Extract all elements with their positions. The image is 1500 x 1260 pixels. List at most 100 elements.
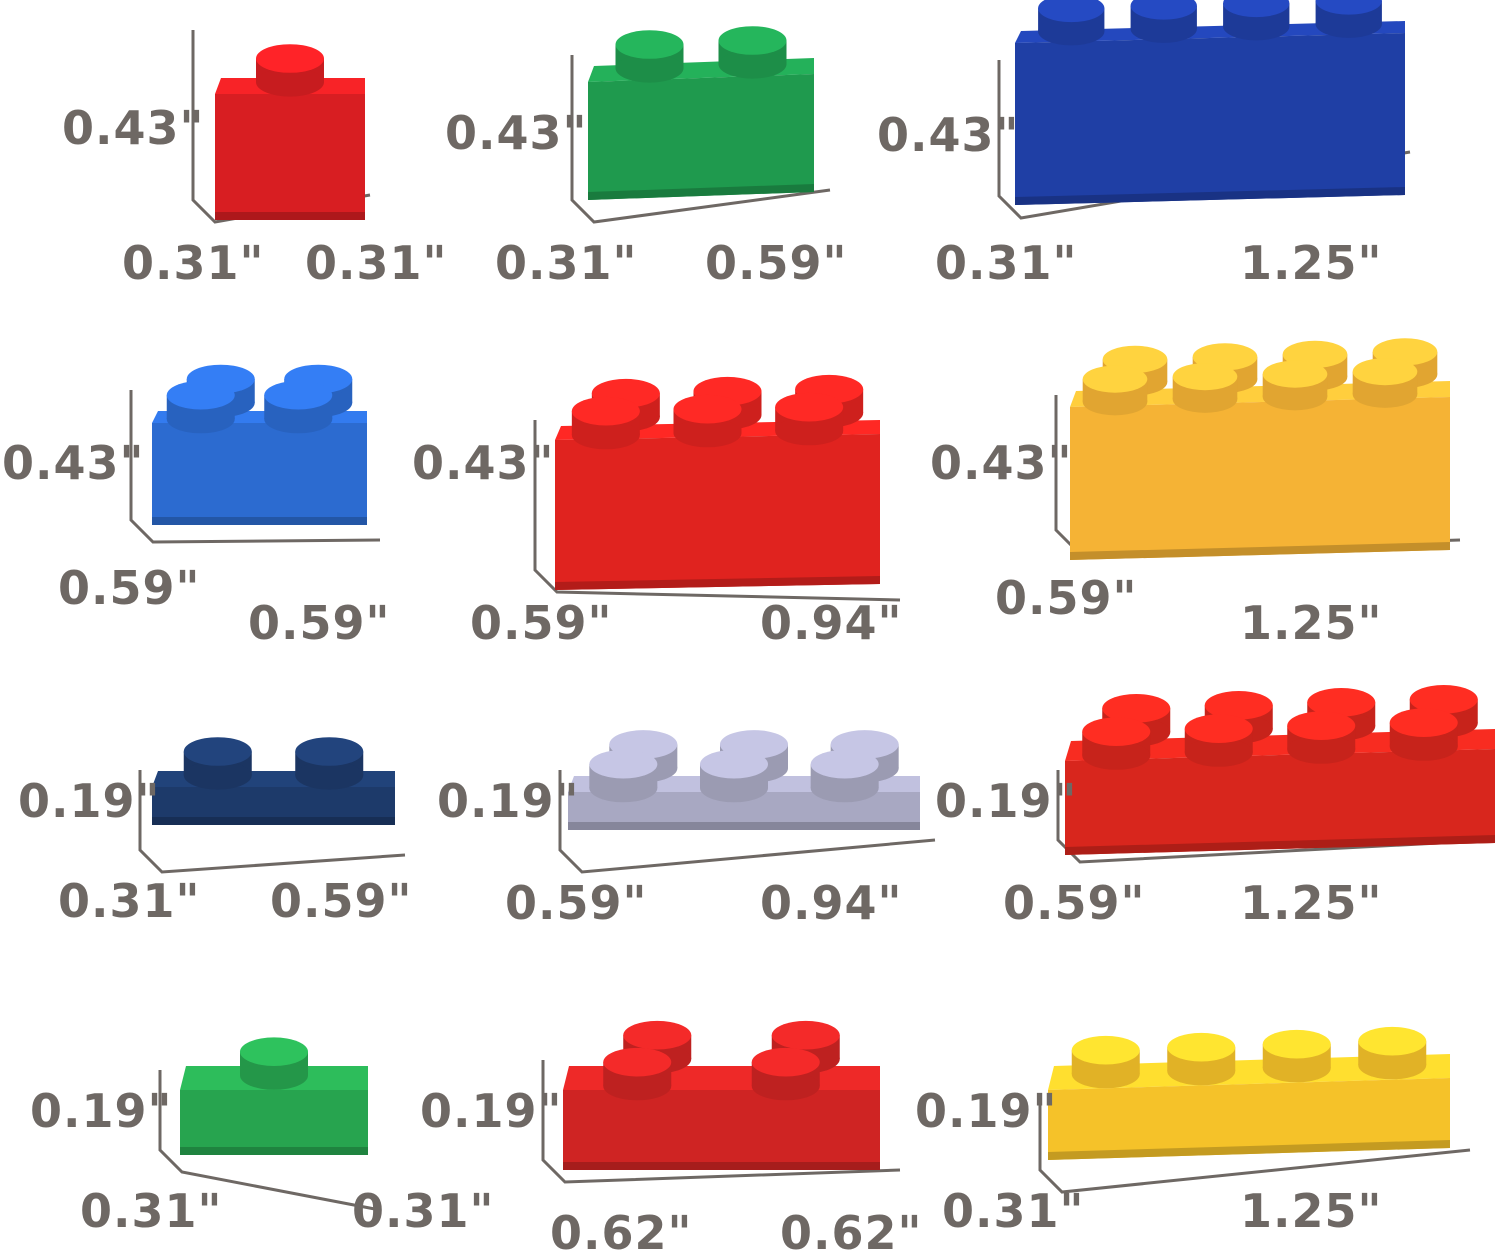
stud-top [1315,0,1382,15]
stud-top [1409,685,1478,714]
plate-2x4-red [1056,685,1496,864]
brick-front-face [588,74,814,200]
stud-top [1172,363,1238,391]
height-label: 0.19" [437,774,580,828]
brick-bottom-edge [588,184,814,200]
depth-label: 0.59" [470,596,613,650]
stud-top [1262,1029,1331,1059]
brick-bottom-edge [568,822,920,830]
dimension-guide-line [541,1060,901,1184]
stud-top [623,1020,692,1050]
depth-label: 0.59" [995,571,1138,625]
stud-top [1204,691,1273,720]
stud-base [183,761,252,790]
stud-base [718,50,787,79]
brick-front-face [215,94,365,220]
stud-base [1082,388,1148,416]
stud-top [1262,360,1328,388]
stud-top [256,44,324,73]
length-label: 0.62" [780,1206,923,1260]
depth-label: 0.59" [1003,876,1146,930]
brick-1x1-red [191,30,371,224]
stud-base [166,404,235,434]
stud-top [264,380,333,410]
plate-1x1-green [158,1037,381,1212]
brick-bottom-edge [1048,1140,1450,1160]
length-label: 0.31" [352,1184,495,1238]
stud-base [1389,732,1458,761]
stud-top [1358,1026,1427,1056]
depth-label: 0.31" [495,236,638,290]
dimension-guide-line [533,420,901,602]
length-label: 1.25" [1240,236,1383,290]
brick-front-face [180,1090,368,1155]
stud-top [775,392,844,422]
stud-base [603,1071,672,1101]
stud-base [1262,383,1328,411]
brick-2x4-yellow [1054,338,1461,560]
stud-base [1082,741,1151,770]
stud-top [1352,358,1418,386]
stud-base [673,418,742,448]
stud-base [1172,385,1238,413]
stud-base [1262,1053,1331,1083]
dimension-guide-line [558,770,936,874]
stud-top [771,1020,840,1050]
brick-bottom-edge [1015,187,1405,205]
depth-label: 0.31" [58,874,201,928]
stud-base [1038,17,1105,46]
brick-1x4-blue [997,0,1411,220]
dimension-guide-line [138,770,406,874]
stud-top [673,394,742,424]
height-label: 0.19" [935,774,1078,828]
stud-top [810,749,879,779]
stud-top [1130,0,1197,20]
height-label: 0.19" [915,1084,1058,1138]
plate-2x2-red [541,1020,901,1184]
stud-top [166,380,235,410]
depth-label: 0.31" [122,236,265,290]
stud-base [1315,10,1382,38]
stud-top [700,749,768,779]
plate-1x2-navy [138,737,406,874]
brick-front-face [1070,397,1450,560]
stud-top [1307,688,1376,717]
depth-label: 0.59" [58,561,201,615]
length-label: 0.31" [305,236,448,290]
height-label: 0.43" [412,436,555,490]
stud-base [295,761,364,790]
depth-label: 0.62" [550,1206,693,1260]
height-label: 0.19" [18,774,161,828]
stud-base [1130,15,1197,43]
stud-top [1389,708,1458,737]
stud-base [751,1071,820,1101]
stud-top [751,1047,820,1077]
brick-front-face [152,787,395,825]
height-label: 0.43" [2,436,145,490]
stud-top [1038,0,1105,23]
length-label: 1.25" [1240,876,1383,930]
depth-label: 0.59" [505,876,648,930]
stud-base [240,1061,308,1090]
depth-label: 0.31" [80,1184,223,1238]
stud-top [1082,717,1151,746]
height-label: 0.43" [445,106,588,160]
brick-bottom-edge [563,1162,880,1170]
plate-1x4-yellow [1038,1026,1471,1194]
brick-front-face [555,434,880,590]
length-label: 0.59" [248,596,391,650]
stud-base [1352,380,1418,408]
brick-front-face [1015,33,1405,205]
stud-base [256,68,324,97]
length-label: 0.59" [270,874,413,928]
brick-bottom-edge [215,212,365,220]
dimension-guide-line [129,390,381,544]
stud-base [1223,12,1290,41]
brick-front-face [152,423,367,525]
brick-front-face [1048,1078,1450,1160]
length-label: 0.94" [760,876,903,930]
brick-bottom-edge [180,1147,368,1155]
brick-bottom-edge [1065,835,1495,855]
height-label: 0.19" [420,1084,563,1138]
stud-top [571,396,640,426]
